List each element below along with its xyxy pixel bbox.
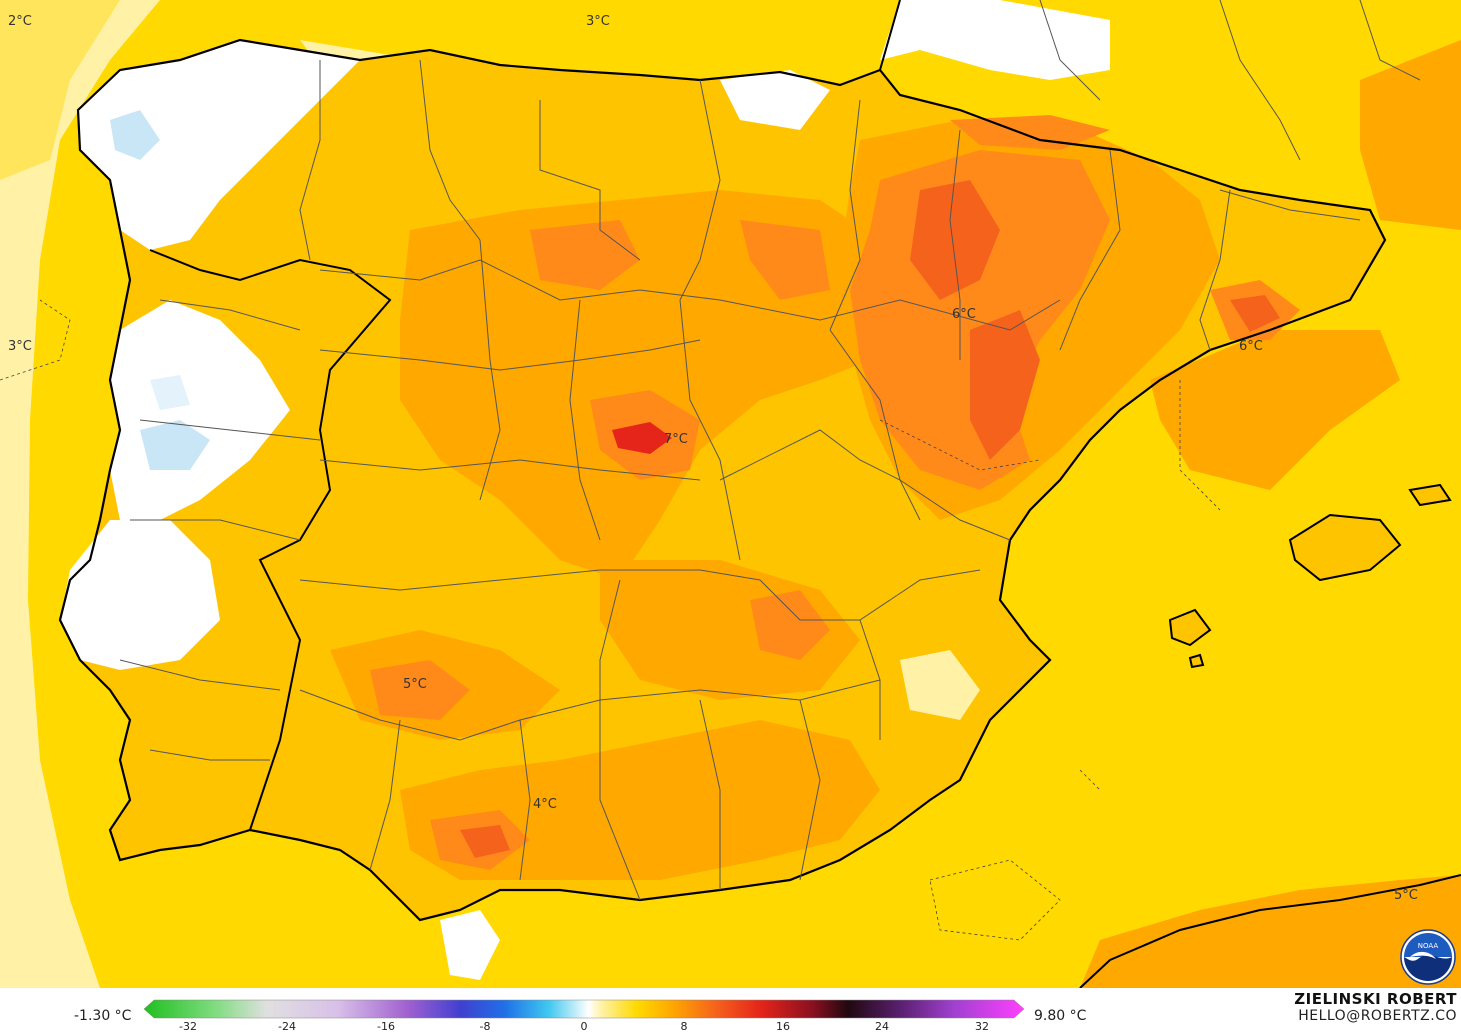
temp-label: 6°C bbox=[952, 307, 976, 322]
ibiza-island bbox=[1168, 608, 1212, 647]
legend-tick: -24 bbox=[278, 1020, 296, 1033]
hot-patch-3 bbox=[1230, 295, 1280, 332]
legend-tick: -16 bbox=[377, 1020, 395, 1033]
noaa-logo-icon: NOAA bbox=[1400, 929, 1456, 985]
legend-color-bar bbox=[144, 999, 1024, 1019]
map-canvas: 2°C 3°C 3°C 7°C 6°C 6°C 5°C 4°C 5°C bbox=[0, 0, 1461, 988]
warmer-patch-1 bbox=[530, 220, 640, 290]
murcia-pale-patch bbox=[900, 650, 980, 720]
pyrenees-warmer-band bbox=[950, 115, 1110, 150]
temp-label: 7°C bbox=[664, 432, 688, 447]
legend-tick: 24 bbox=[875, 1020, 889, 1033]
province-borders bbox=[119, 0, 1421, 901]
temp-label: 5°C bbox=[1394, 888, 1418, 903]
legend-tick: 16 bbox=[776, 1020, 790, 1033]
legend-tick: 8 bbox=[680, 1020, 688, 1033]
southwest-warmer-patch bbox=[370, 660, 470, 720]
hot-patch-1 bbox=[910, 180, 1000, 300]
menorca-island bbox=[1408, 483, 1452, 507]
temp-label: 5°C bbox=[403, 677, 427, 692]
galicia-cold-region bbox=[78, 40, 360, 250]
atlantic-yellow-patch bbox=[0, 0, 120, 180]
hottest-core bbox=[612, 422, 672, 454]
biscay-cold-region bbox=[880, 0, 1110, 80]
france-coastline bbox=[879, 0, 901, 71]
author-branding: ZIELINSKI ROBERT HELLO@ROBERTZ.CO bbox=[1294, 990, 1457, 1024]
color-legend: -1.30 °C bbox=[0, 988, 1461, 1035]
cold-blue-spot-1 bbox=[110, 110, 160, 160]
cantabria-cold-patch bbox=[720, 70, 830, 130]
africa-coastline bbox=[1079, 874, 1461, 988]
malaga-cold-patch bbox=[440, 910, 500, 980]
temperature-map: 2°C 3°C 3°C 7°C 6°C 6°C 5°C 4°C 5°C bbox=[0, 0, 1461, 988]
temp-label: 6°C bbox=[1239, 339, 1263, 354]
temp-label: 3°C bbox=[8, 339, 32, 354]
north-africa-warm-region bbox=[1080, 875, 1461, 988]
iberian-coastline bbox=[58, 38, 1387, 922]
france-warm-region bbox=[1360, 40, 1461, 230]
mallorca-island bbox=[1288, 513, 1402, 582]
legend-tick: -8 bbox=[479, 1020, 491, 1033]
portugal-border bbox=[149, 249, 392, 831]
author-name: ZIELINSKI ROBERT bbox=[1294, 990, 1457, 1008]
contour-lines bbox=[0, 299, 1221, 941]
cold-blue-spot-3 bbox=[150, 375, 190, 410]
legend-tick: -32 bbox=[179, 1020, 197, 1033]
temp-label: 4°C bbox=[533, 797, 557, 812]
formentera-island bbox=[1188, 653, 1205, 669]
balearic-sea-warm-region bbox=[1150, 330, 1400, 490]
cold-blue-spot-2 bbox=[140, 420, 210, 470]
legend-min-value: -1.30 °C bbox=[74, 1008, 132, 1024]
legend-max-value: 9.80 °C bbox=[1034, 1008, 1087, 1024]
author-email: HELLO@ROBERTZ.CO bbox=[1298, 1008, 1457, 1024]
portugal-central-cold-region bbox=[60, 520, 220, 670]
atlantic-pale-band bbox=[0, 0, 160, 988]
hot-patch-4 bbox=[460, 825, 510, 858]
south-central-warmer-patch bbox=[750, 590, 830, 660]
temp-label: 2°C bbox=[8, 14, 32, 29]
hot-patch-2 bbox=[970, 310, 1040, 460]
warmer-patch-2 bbox=[740, 220, 830, 300]
legend-tick: 32 bbox=[975, 1020, 989, 1033]
svg-text:NOAA: NOAA bbox=[1418, 942, 1439, 950]
legend-tick: 0 bbox=[580, 1020, 588, 1033]
temp-label: 3°C bbox=[586, 14, 610, 29]
